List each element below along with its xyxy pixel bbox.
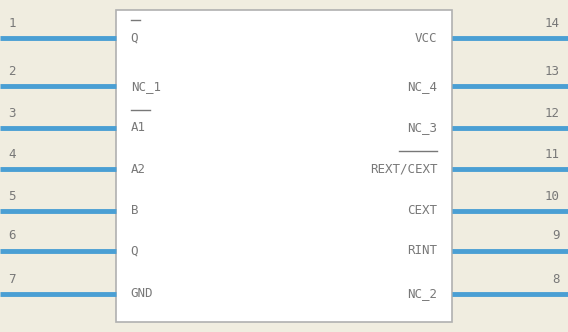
Bar (116, 10, 452, 322)
Text: 7: 7 (9, 273, 16, 286)
Text: VCC: VCC (415, 32, 437, 45)
Text: 2: 2 (9, 65, 16, 78)
Text: Q: Q (131, 244, 138, 257)
Text: 3: 3 (9, 107, 16, 120)
Text: Q: Q (131, 32, 138, 45)
Text: 4: 4 (9, 148, 16, 161)
Text: NC_3: NC_3 (407, 121, 437, 134)
Text: 14: 14 (545, 17, 559, 30)
Text: A2: A2 (131, 163, 145, 176)
Text: 6: 6 (9, 229, 16, 242)
Text: RINT: RINT (407, 244, 437, 257)
Text: 9: 9 (552, 229, 559, 242)
Text: B: B (131, 204, 138, 217)
Text: CEXT: CEXT (407, 204, 437, 217)
Text: 10: 10 (545, 190, 559, 203)
Text: 12: 12 (545, 107, 559, 120)
Text: 1: 1 (9, 17, 16, 30)
Text: NC_1: NC_1 (131, 80, 161, 93)
Text: NC_4: NC_4 (407, 80, 437, 93)
Text: 11: 11 (545, 148, 559, 161)
Text: 13: 13 (545, 65, 559, 78)
Text: A1: A1 (131, 121, 145, 134)
Text: REXT/CEXT: REXT/CEXT (370, 163, 437, 176)
Text: NC_2: NC_2 (407, 287, 437, 300)
Text: 8: 8 (552, 273, 559, 286)
Text: GND: GND (131, 287, 153, 300)
Text: 5: 5 (9, 190, 16, 203)
Bar (116, 10, 452, 322)
